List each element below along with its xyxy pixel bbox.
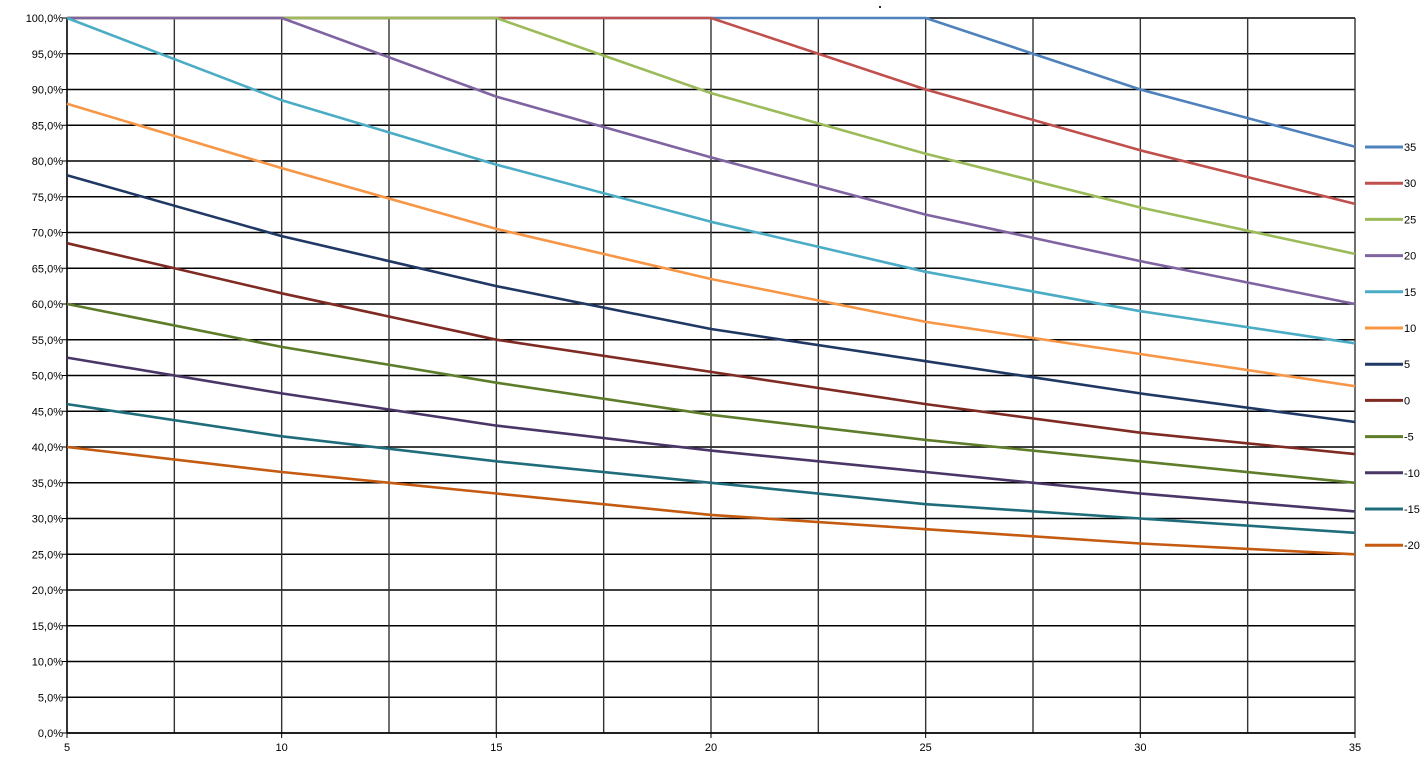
y-tick-label: 70,0% <box>32 228 63 240</box>
y-tick-label: 45,0% <box>32 406 63 418</box>
legend-label: -15 <box>1404 504 1420 516</box>
y-tick-label: 80,0% <box>32 156 63 168</box>
legend-label: 30 <box>1404 178 1416 190</box>
legend-label: 15 <box>1404 287 1416 299</box>
series-line--5 <box>66 302 1356 485</box>
series-line--15 <box>66 402 1356 535</box>
y-tick-label: 15,0% <box>32 621 63 633</box>
grid <box>66 17 1356 734</box>
legend-label: -10 <box>1404 468 1420 480</box>
y-tick-label: 10,0% <box>32 657 63 669</box>
x-tick-label: 35 <box>1349 742 1361 754</box>
series-line--10 <box>66 356 1356 513</box>
legend-label: 20 <box>1404 251 1416 263</box>
y-tick-label: 95,0% <box>32 49 63 61</box>
y-tick-label: 90,0% <box>32 85 63 97</box>
y-tick-label: 65,0% <box>32 263 63 275</box>
legend-label: -5 <box>1404 432 1414 444</box>
legend: 35 30 25 20 15 10 5 0 -5 -10 -15 -20 <box>1365 142 1420 552</box>
x-tick-label: 15 <box>490 742 502 754</box>
y-tick-label: 75,0% <box>32 192 63 204</box>
series-lines <box>66 16 1356 556</box>
chart-title: . <box>877 0 882 12</box>
series-line-10 <box>66 102 1356 388</box>
legend-label: 35 <box>1404 142 1416 154</box>
series-line--20 <box>66 445 1356 556</box>
y-tick-label: 5,0% <box>38 692 63 704</box>
y-tick-label: 30,0% <box>32 514 63 526</box>
y-tick-label: 0,0% <box>38 728 63 740</box>
legend-label: -20 <box>1404 540 1420 552</box>
legend-label: 5 <box>1404 359 1410 371</box>
axes: 0,0% 5,0% 10,0% 15,0% 20,0% 25,0% 30,0% 35,0% 40… <box>26 13 1361 754</box>
series-line-5 <box>66 174 1356 424</box>
x-tick-label: 5 <box>64 742 70 754</box>
y-tick-label: 100,0% <box>26 13 64 25</box>
y-tick-label: 40,0% <box>32 442 63 454</box>
y-tick-label: 35,0% <box>32 478 63 490</box>
y-tick-label: 25,0% <box>32 549 63 561</box>
legend-label: 0 <box>1404 395 1410 407</box>
legend-label: 10 <box>1404 323 1416 335</box>
y-tick-label: 50,0% <box>32 371 63 383</box>
y-tick-label: 85,0% <box>32 120 63 132</box>
series-line-0 <box>66 241 1356 456</box>
y-tick-label: 60,0% <box>32 299 63 311</box>
series-line-20 <box>67 16 1356 306</box>
x-tick-label: 30 <box>1134 742 1146 754</box>
series-line-15 <box>66 16 1356 345</box>
x-tick-label: 10 <box>276 742 288 754</box>
legend-label: 25 <box>1404 214 1416 226</box>
y-tick-label: 55,0% <box>32 335 63 347</box>
y-tick-label: 20,0% <box>32 585 63 597</box>
x-tick-label: 20 <box>705 742 717 754</box>
x-tick-label: 25 <box>920 742 932 754</box>
